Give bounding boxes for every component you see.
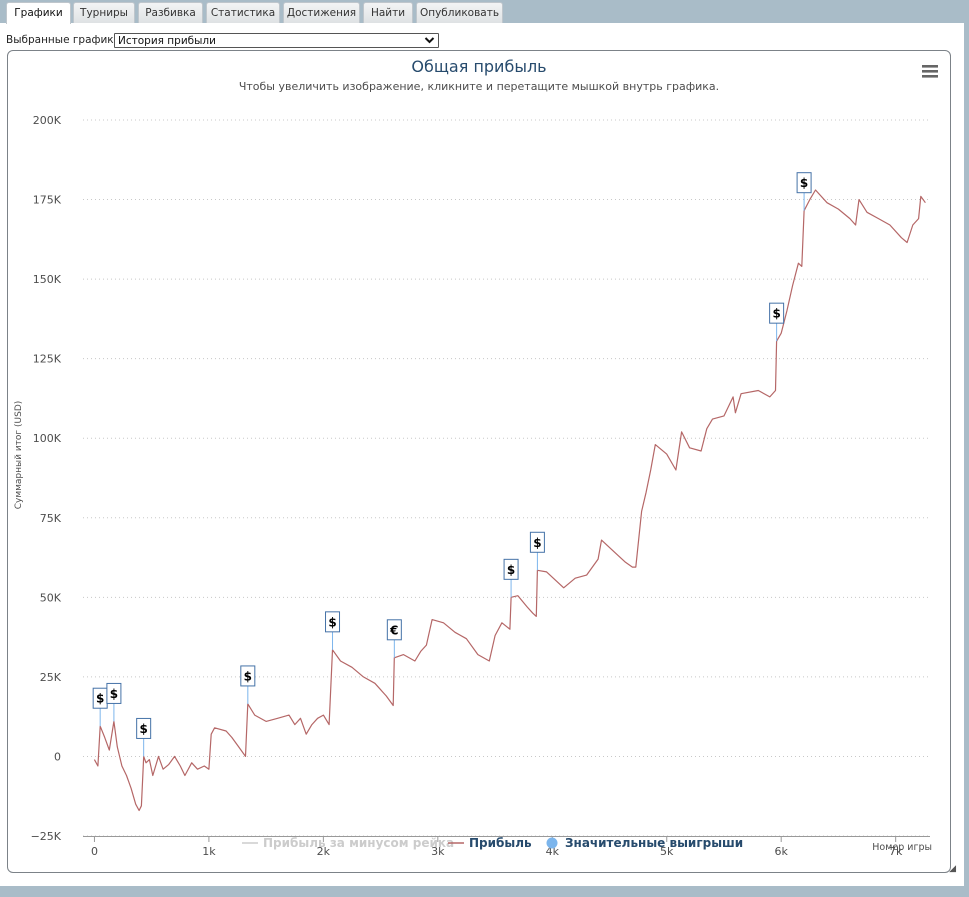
y-tick-label: −25K bbox=[31, 830, 62, 843]
big-win-symbol: $ bbox=[328, 615, 336, 629]
legend-label: Прибыль bbox=[469, 836, 532, 850]
big-win-symbol: $ bbox=[139, 722, 147, 736]
legend-item[interactable]: Значительные выигрыши bbox=[546, 836, 744, 850]
y-axis-label: Суммарный итог (USD) bbox=[14, 401, 24, 510]
y-tick-label: 125K bbox=[33, 353, 62, 366]
tab-achievements[interactable]: Достижения bbox=[283, 2, 360, 23]
big-win-flag[interactable]: $ bbox=[796, 172, 812, 211]
x-tick-label: 1k bbox=[202, 845, 216, 858]
profit-chart[interactable]: −25K 0 25K 50K 75K 100K 125K 150K 175K 200K 0 1k 2k… bbox=[8, 51, 950, 872]
y-tick-label: 25K bbox=[40, 671, 62, 684]
resize-handle-icon[interactable]: ◢ bbox=[949, 864, 956, 874]
x-tick-label: 3k bbox=[431, 845, 445, 858]
chart-selector-label: Выбранные графики: bbox=[6, 34, 125, 46]
chart-legend: Прибыль за минусом рейка Прибыль Значитель… bbox=[242, 836, 743, 850]
x-axis: 0 1k 2k 3k 4k 5k 6k 7k bbox=[83, 836, 930, 858]
tab-breakdown[interactable]: Разбивка bbox=[138, 2, 203, 23]
legend-label: Прибыль за минусом рейка bbox=[263, 836, 454, 850]
tab-publish[interactable]: Опубликовать bbox=[416, 2, 503, 23]
tab-graphs[interactable]: Графики bbox=[6, 2, 71, 24]
big-win-marker bbox=[386, 619, 402, 641]
big-win-marker bbox=[529, 531, 545, 553]
big-win-flag[interactable]: € bbox=[386, 619, 402, 658]
big-win-flag[interactable]: $ bbox=[529, 531, 545, 571]
content-panel: Выбранные графики: История прибыли −25K 0… bbox=[0, 23, 964, 886]
big-win-flag[interactable]: $ bbox=[240, 665, 256, 704]
x-tick-label: 7k bbox=[889, 845, 903, 858]
big-win-symbol: $ bbox=[244, 669, 252, 683]
big-win-marker bbox=[106, 682, 122, 704]
tab-tournaments[interactable]: Турниры bbox=[73, 2, 135, 23]
x-tick-label: 6k bbox=[775, 845, 789, 858]
y-tick-label: 75K bbox=[40, 512, 62, 525]
big-wins-flags: $ $ $ $ $ € $ $ $ $ bbox=[92, 172, 812, 757]
chevron-down-icon bbox=[424, 34, 435, 51]
big-win-symbol: $ bbox=[507, 563, 515, 577]
y-tick-label: 175K bbox=[33, 194, 62, 207]
x-tick-label: 0 bbox=[91, 845, 98, 858]
big-win-flag[interactable]: $ bbox=[769, 302, 785, 342]
chart-container: −25K 0 25K 50K 75K 100K 125K 150K 175K 200K 0 1k 2k… bbox=[7, 50, 951, 873]
big-win-marker bbox=[769, 302, 785, 324]
big-win-flag[interactable]: $ bbox=[136, 717, 152, 757]
big-win-flag[interactable]: $ bbox=[503, 558, 519, 598]
y-tick-label: 0 bbox=[54, 750, 61, 763]
chart-selector-value: История прибыли bbox=[118, 35, 216, 47]
big-win-flag[interactable]: $ bbox=[106, 682, 122, 722]
big-win-marker bbox=[136, 717, 152, 739]
series-line-profit[interactable] bbox=[93, 189, 926, 812]
x-tick-label: 2k bbox=[317, 845, 331, 858]
tab-bar: Графики Турниры Разбивка Статистика Дост… bbox=[0, 0, 969, 24]
tab-search[interactable]: Найти bbox=[363, 2, 413, 23]
big-win-symbol: € bbox=[389, 623, 398, 637]
tab-statistics[interactable]: Статистика bbox=[206, 2, 280, 23]
y-tick-label: 50K bbox=[40, 591, 62, 604]
x-axis-label: Номер игры bbox=[872, 842, 932, 853]
big-win-marker bbox=[503, 558, 519, 580]
legend-item[interactable]: Прибыль за минусом рейка bbox=[242, 836, 454, 850]
legend-item[interactable]: Прибыль bbox=[448, 836, 532, 850]
series-profit-layer bbox=[93, 189, 926, 812]
legend-label: Значительные выигрыши bbox=[565, 836, 743, 850]
hamburger-menu-icon[interactable] bbox=[922, 65, 938, 78]
big-win-marker bbox=[240, 665, 256, 687]
chart-subtitle: Чтобы увеличить изображение, кликните и … bbox=[239, 80, 719, 93]
big-win-symbol: $ bbox=[800, 176, 808, 190]
x-tick-label: 4k bbox=[546, 845, 560, 858]
big-win-symbol: $ bbox=[96, 692, 104, 706]
big-win-symbol: $ bbox=[110, 687, 118, 701]
legend-swatch-dot bbox=[546, 837, 558, 849]
big-win-symbol: $ bbox=[533, 536, 541, 550]
y-axis-ticks: −25K 0 25K 50K 75K 100K 125K 150K 175K 200K bbox=[31, 114, 62, 843]
y-tick-label: 100K bbox=[33, 432, 62, 445]
y-tick-label: 150K bbox=[33, 273, 62, 286]
big-win-marker bbox=[796, 172, 812, 194]
chart-selector-dropdown[interactable]: История прибыли bbox=[114, 33, 439, 48]
big-win-flag[interactable]: $ bbox=[92, 687, 108, 727]
big-win-marker bbox=[325, 611, 341, 633]
y-tick-label: 200K bbox=[33, 114, 62, 127]
big-win-symbol: $ bbox=[772, 307, 780, 321]
chart-title: Общая прибыль bbox=[411, 57, 546, 76]
x-tick-label: 5k bbox=[660, 845, 674, 858]
big-win-flag[interactable]: $ bbox=[325, 611, 341, 650]
